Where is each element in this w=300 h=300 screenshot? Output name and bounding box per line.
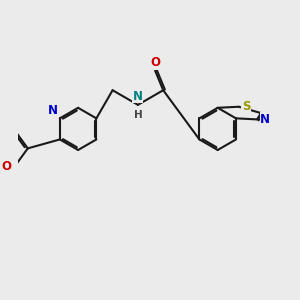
Text: O: O <box>2 160 12 173</box>
Text: O: O <box>150 56 160 69</box>
Text: N: N <box>48 104 58 117</box>
Text: N: N <box>133 90 143 103</box>
Text: S: S <box>242 100 250 113</box>
Text: N: N <box>260 113 270 126</box>
Text: H: H <box>134 110 142 120</box>
